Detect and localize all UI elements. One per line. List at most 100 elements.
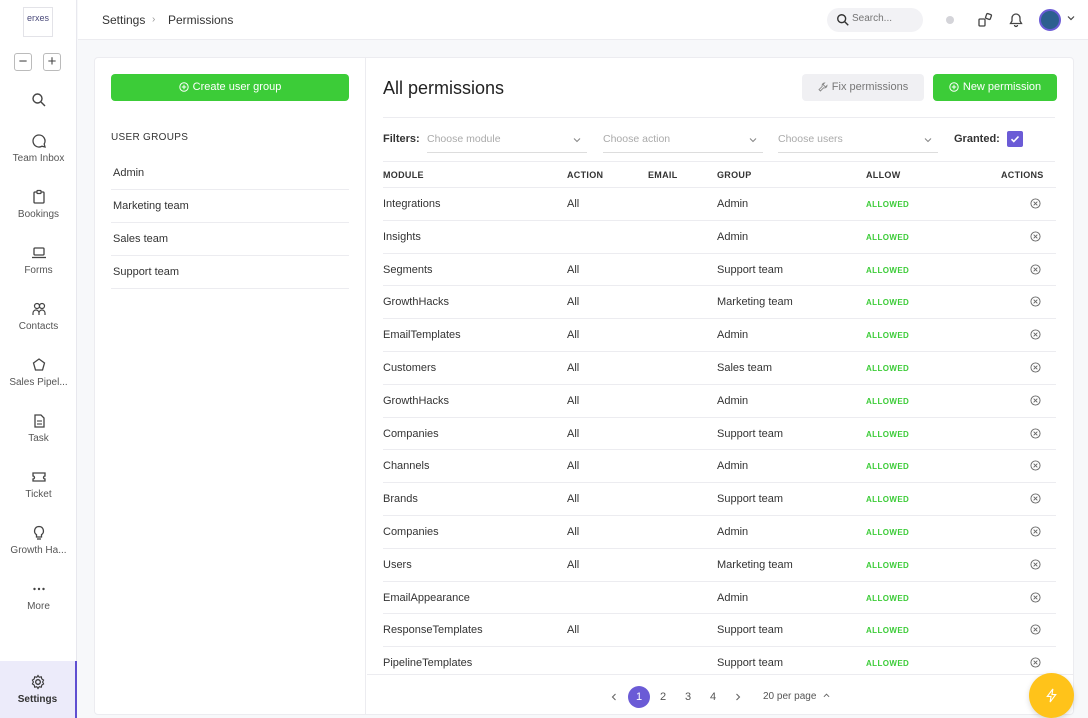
remove-permission-icon[interactable] (1030, 592, 1041, 606)
remove-permission-icon[interactable] (1030, 428, 1041, 442)
new-permission-button[interactable]: New permission (933, 74, 1057, 101)
nav-item-label: Team Inbox (12, 153, 65, 164)
remove-permission-icon[interactable] (1030, 460, 1041, 474)
group-cell: Admin (717, 198, 749, 210)
nav-item-contacts[interactable]: Contacts (0, 301, 77, 332)
page-button-1[interactable]: 1 (628, 686, 650, 708)
page-button-4[interactable]: 4 (709, 691, 717, 703)
nav-item-label: Growth Ha... (10, 545, 67, 556)
breadcrumb-permissions: Permissions (168, 13, 234, 27)
remove-permission-icon[interactable] (1030, 493, 1041, 507)
table-row: PipelineTemplates Support team ALLOWED (383, 646, 1056, 679)
user-group-item[interactable]: Admin (111, 157, 349, 190)
user-group-item[interactable]: Marketing team (111, 190, 349, 223)
chevron-down-icon (924, 138, 932, 143)
action-cell: All (567, 329, 580, 342)
users-icon (31, 302, 46, 315)
column-header-module[interactable]: MODULE (383, 170, 424, 180)
remove-permission-icon[interactable] (1030, 296, 1041, 310)
remove-permission-icon[interactable] (1030, 657, 1041, 671)
nav-item-task[interactable]: Task (0, 413, 77, 444)
nav-item-growth-hacking[interactable]: Growth Ha... (0, 525, 77, 556)
nav-item-forms[interactable]: Forms (0, 245, 77, 276)
page-button-3[interactable]: 3 (684, 691, 692, 703)
module-cell: Users (383, 558, 412, 571)
nav-item-ticket[interactable]: Ticket (0, 469, 77, 500)
group-cell: Support team (717, 624, 784, 637)
chevron-left-icon[interactable] (610, 693, 618, 701)
search-input[interactable] (852, 13, 918, 24)
nav-item-sales-pipeline[interactable]: Sales Pipel... (0, 357, 77, 388)
fix-permissions-button[interactable]: Fix permissions (802, 74, 924, 101)
table-row: GrowthHacks All Marketing team ALLOWED (383, 285, 1056, 318)
clipboard-icon (32, 189, 45, 204)
per-page-select[interactable]: 20 per page (763, 691, 830, 702)
allowed-badge: ALLOWED (866, 232, 910, 242)
users-select[interactable]: Choose users (778, 127, 938, 153)
page-button-2[interactable]: 2 (659, 691, 667, 703)
help-fab-button[interactable] (1029, 673, 1074, 718)
widget-icon[interactable] (977, 12, 993, 28)
nav-item-search[interactable] (0, 92, 77, 112)
nav-item-more[interactable]: More (0, 581, 77, 612)
pagination: 1 2 3 4 20 per page (367, 674, 1073, 714)
nav-item-settings[interactable]: Settings (0, 661, 77, 718)
breadcrumb-settings[interactable]: Settings (102, 13, 146, 27)
column-header-action[interactable]: ACTION (567, 170, 604, 180)
erxes-logo[interactable]: erxes (23, 7, 53, 37)
remove-permission-icon[interactable] (1030, 559, 1041, 573)
column-header-allow[interactable]: ALLOW (866, 170, 901, 180)
granted-checkbox[interactable] (1007, 131, 1023, 147)
create-user-group-button[interactable]: Create user group (111, 74, 349, 101)
column-header-email[interactable]: EMAIL (648, 170, 678, 180)
action-cell: All (567, 362, 580, 374)
nav-item-team-inbox[interactable]: Team Inbox (0, 133, 77, 164)
module-select-placeholder: Choose module (427, 133, 501, 145)
group-cell: Admin (717, 591, 749, 604)
task-icon (33, 414, 45, 428)
allowed-badge: ALLOWED (866, 528, 910, 537)
chevron-down-icon (749, 138, 757, 143)
table-row: Insights Admin ALLOWED (383, 219, 1056, 253)
table-row: Companies All Support team ALLOWED (383, 416, 1056, 450)
remove-permission-icon[interactable] (1030, 526, 1041, 540)
bell-icon[interactable] (1008, 12, 1024, 28)
action-select[interactable]: Choose action (603, 127, 763, 153)
module-cell: GrowthHacks (383, 296, 450, 309)
per-page-label: 20 per page (763, 691, 817, 702)
remove-permission-icon[interactable] (1030, 264, 1041, 278)
plus-circle-icon (949, 82, 959, 92)
table-row: GrowthHacks All Admin ALLOWED (383, 383, 1056, 417)
module-cell: Customers (383, 362, 437, 374)
user-group-item[interactable]: Sales team (111, 223, 349, 256)
group-cell: Support team (717, 427, 784, 440)
chevron-right-icon[interactable] (734, 693, 742, 701)
module-cell: Channels (383, 460, 430, 473)
search-box[interactable] (827, 8, 923, 32)
nav-item-bookings[interactable]: Bookings (0, 189, 77, 220)
remove-permission-icon[interactable] (1030, 624, 1041, 638)
zoom-out-button[interactable]: − (14, 53, 32, 71)
user-group-item[interactable]: Support team (111, 256, 349, 289)
pipeline-icon (32, 358, 45, 371)
remove-permission-icon[interactable] (1030, 329, 1041, 343)
lightbulb-icon (33, 525, 44, 540)
remove-permission-icon[interactable] (1030, 362, 1041, 376)
module-cell: GrowthHacks (383, 394, 450, 407)
table-row: Companies All Admin ALLOWED (383, 515, 1056, 548)
left-nav: erxes − + Team Inbox Bookings Forms Cont… (0, 0, 77, 718)
group-cell: Marketing team (717, 558, 793, 571)
search-icon (837, 14, 849, 26)
remove-permission-icon[interactable] (1030, 395, 1041, 409)
module-select[interactable]: Choose module (427, 127, 587, 153)
module-cell: PipelineTemplates (383, 657, 473, 670)
group-cell: Admin (717, 230, 749, 243)
avatar[interactable] (1039, 9, 1061, 31)
remove-permission-icon[interactable] (1030, 198, 1041, 212)
remove-permission-icon[interactable] (1030, 231, 1041, 245)
wrench-icon (818, 82, 828, 92)
zoom-in-button[interactable]: + (43, 53, 61, 71)
column-header-group[interactable]: GROUP (717, 170, 752, 180)
more-icon (32, 587, 45, 591)
chevron-down-icon[interactable] (1067, 14, 1075, 22)
